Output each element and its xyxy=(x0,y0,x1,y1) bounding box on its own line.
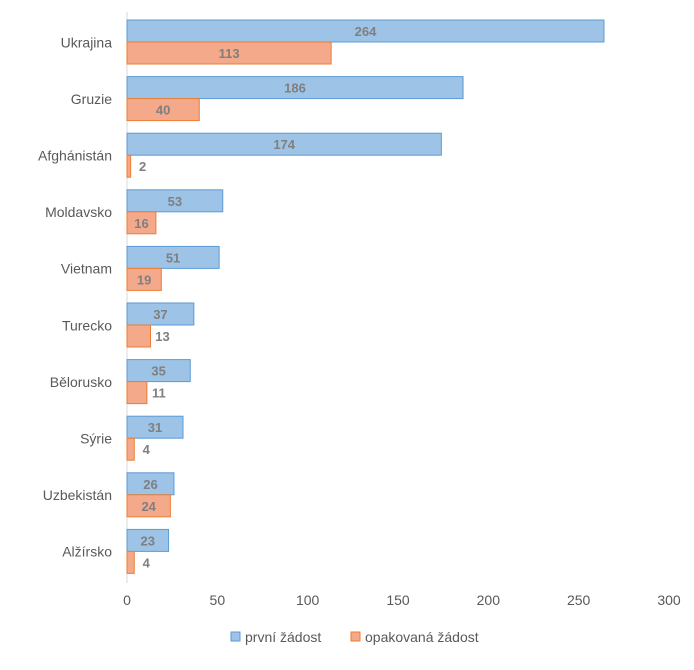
bar-repeat-7 xyxy=(126,437,135,461)
x-tick-label: 100 xyxy=(296,592,320,608)
bar-repeat-6 xyxy=(126,381,148,405)
data-label: 40 xyxy=(156,103,170,118)
bar-repeat-3 xyxy=(126,211,157,235)
data-label: 24 xyxy=(141,499,156,514)
data-label: 23 xyxy=(141,533,155,548)
data-label: 11 xyxy=(152,386,166,401)
data-label: 174 xyxy=(273,137,295,152)
bar-first-4 xyxy=(126,245,220,269)
data-label: 53 xyxy=(168,194,182,209)
bar-first-9 xyxy=(126,528,170,552)
bar-first-5 xyxy=(126,302,195,326)
data-label: 2 xyxy=(139,159,146,174)
data-label: 19 xyxy=(137,272,151,287)
x-tick-label: 300 xyxy=(657,592,681,608)
bar-repeat-5 xyxy=(126,324,151,348)
data-label: 51 xyxy=(166,250,180,265)
category-label: Uzbekistán xyxy=(43,487,112,503)
data-label: 264 xyxy=(355,24,377,39)
bar-repeat-1 xyxy=(126,98,200,122)
data-label: 113 xyxy=(219,46,240,61)
x-tick-label: 50 xyxy=(210,592,226,608)
bar-first-1 xyxy=(126,76,464,100)
x-tick-label: 150 xyxy=(386,592,410,608)
legend-swatch-repeat xyxy=(350,631,361,642)
category-label: Bělorusko xyxy=(50,374,112,390)
data-label: 186 xyxy=(284,81,306,96)
bar-first-7 xyxy=(126,415,184,439)
bar-first-0 xyxy=(126,19,605,43)
data-label: 26 xyxy=(143,477,157,492)
data-label: 16 xyxy=(134,216,148,231)
category-label: Moldavsko xyxy=(45,204,112,220)
category-label: Afghánistán xyxy=(38,148,112,164)
bar-first-2 xyxy=(126,132,442,156)
bar-repeat-8 xyxy=(126,494,171,518)
x-tick-label: 250 xyxy=(567,592,591,608)
category-label: Alžírsko xyxy=(62,544,112,560)
x-tick-label: 200 xyxy=(477,592,501,608)
data-label: 4 xyxy=(143,442,151,457)
bar-repeat-4 xyxy=(126,267,162,291)
category-label: Turecko xyxy=(62,317,112,333)
legend-swatch-first xyxy=(230,631,241,642)
legend-label-repeat: opakovaná žádost xyxy=(365,629,479,645)
bar-repeat-0 xyxy=(126,41,332,65)
bar-first-3 xyxy=(126,189,224,213)
data-label: 13 xyxy=(155,329,169,344)
bar-repeat-2 xyxy=(126,154,132,178)
data-label: 4 xyxy=(143,555,151,570)
data-label: 37 xyxy=(153,307,167,322)
category-label: Gruzie xyxy=(71,91,112,107)
x-tick-label: 0 xyxy=(123,592,131,608)
data-label: 35 xyxy=(151,364,165,379)
legend-label-first: první žádost xyxy=(245,629,321,645)
category-label: Ukrajina xyxy=(61,34,113,50)
data-label: 31 xyxy=(148,420,162,435)
bar-repeat-9 xyxy=(126,550,135,574)
category-label: Vietnam xyxy=(61,261,112,277)
bar-first-6 xyxy=(126,359,191,383)
category-label: Sýrie xyxy=(80,431,112,447)
